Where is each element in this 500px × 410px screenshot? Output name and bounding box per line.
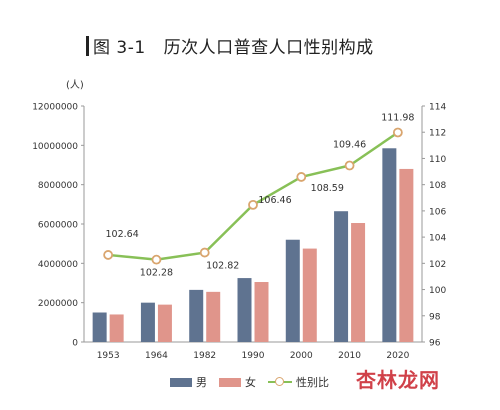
legend-swatch-sex-ratio bbox=[268, 377, 292, 387]
figure-title: 历次人口普查人口性别构成 bbox=[163, 38, 374, 58]
sex-ratio-point bbox=[296, 172, 307, 182]
y-left-tick-label: 4000000 bbox=[38, 260, 78, 270]
y-left-tick-label: 8000000 bbox=[38, 181, 78, 191]
y-right-tick-label: 112 bbox=[429, 129, 446, 139]
bar-female bbox=[206, 291, 221, 342]
bar-male bbox=[92, 312, 107, 342]
y-axis-unit: (人) bbox=[66, 80, 84, 91]
sex-ratio-point bbox=[151, 254, 162, 265]
bar-male bbox=[140, 302, 155, 342]
bar-male bbox=[382, 148, 397, 342]
y-right-tick-label: 100 bbox=[429, 286, 446, 296]
sex-ratio-point bbox=[392, 127, 403, 138]
sex-ratio-data-label: 102.64 bbox=[106, 229, 139, 240]
y-right-tick-label: 102 bbox=[429, 260, 446, 270]
y-left-tick-label: 0 bbox=[72, 339, 78, 349]
bar-male bbox=[237, 278, 252, 342]
legend-item-female: 女 bbox=[219, 374, 256, 390]
legend-label-sex-ratio: 性别比 bbox=[296, 376, 329, 389]
bar-female bbox=[399, 168, 414, 342]
sex-ratio-data-label: 109.46 bbox=[333, 140, 366, 151]
x-tick-label: 2020 bbox=[386, 351, 409, 361]
bar-male bbox=[334, 211, 349, 342]
bar-female bbox=[351, 223, 366, 342]
sex-ratio-point bbox=[248, 199, 258, 210]
y-left-tick-label: 10000000 bbox=[32, 142, 78, 152]
bar-female bbox=[157, 304, 172, 342]
x-tick-label: 2000 bbox=[290, 351, 313, 361]
chart-title: 图 3-1 历次人口普查人口性别构成 bbox=[86, 33, 374, 58]
legend-label-male: 男 bbox=[196, 376, 207, 389]
sex-ratio-data-label: 102.82 bbox=[206, 261, 239, 272]
x-tick-label: 1964 bbox=[145, 351, 168, 361]
sex-ratio-data-label: 111.98 bbox=[381, 112, 414, 123]
y-left-tick-label: 2000000 bbox=[38, 299, 78, 309]
legend: 男 女 性别比 bbox=[170, 374, 329, 390]
legend-swatch-female bbox=[219, 377, 241, 387]
bar-female bbox=[302, 248, 317, 342]
y-left-tick-label: 12000000 bbox=[32, 103, 78, 113]
y-left-tick-label: 6000000 bbox=[38, 221, 78, 231]
y-right-tick-label: 98 bbox=[429, 312, 441, 322]
legend-item-sex-ratio: 性别比 bbox=[268, 374, 329, 390]
x-tick-label: 1953 bbox=[97, 351, 120, 361]
figure-label: 图 3-1 bbox=[93, 38, 146, 58]
y-right-tick-label: 110 bbox=[429, 155, 446, 165]
y-right-tick-label: 114 bbox=[429, 103, 446, 113]
title-bar-mark bbox=[86, 35, 89, 56]
sex-ratio-point bbox=[103, 250, 114, 260]
y-right-tick-label: 108 bbox=[429, 181, 446, 191]
sex-ratio-data-label: 102.28 bbox=[140, 268, 173, 279]
bar-female bbox=[254, 282, 269, 342]
y-right-tick-label: 104 bbox=[429, 234, 446, 244]
watermark-logo-text: 杏林龙网 bbox=[356, 368, 440, 392]
sex-ratio-point bbox=[344, 160, 355, 171]
sex-ratio-point bbox=[199, 247, 210, 258]
sex-ratio-data-label: 108.59 bbox=[311, 183, 344, 194]
y-right-tick-label: 96 bbox=[429, 339, 441, 349]
bar-male bbox=[189, 289, 204, 342]
legend-label-female: 女 bbox=[245, 376, 256, 389]
x-tick-label: 2010 bbox=[338, 351, 361, 361]
y-right-tick-label: 106 bbox=[429, 207, 446, 217]
sex-ratio-data-label: 106.46 bbox=[258, 195, 291, 206]
bar-male bbox=[285, 239, 300, 342]
x-tick-label: 1982 bbox=[193, 351, 216, 361]
x-tick-label: 1990 bbox=[242, 351, 265, 361]
legend-swatch-male bbox=[170, 377, 192, 387]
legend-item-male: 男 bbox=[170, 374, 207, 390]
bar-female bbox=[109, 314, 124, 342]
